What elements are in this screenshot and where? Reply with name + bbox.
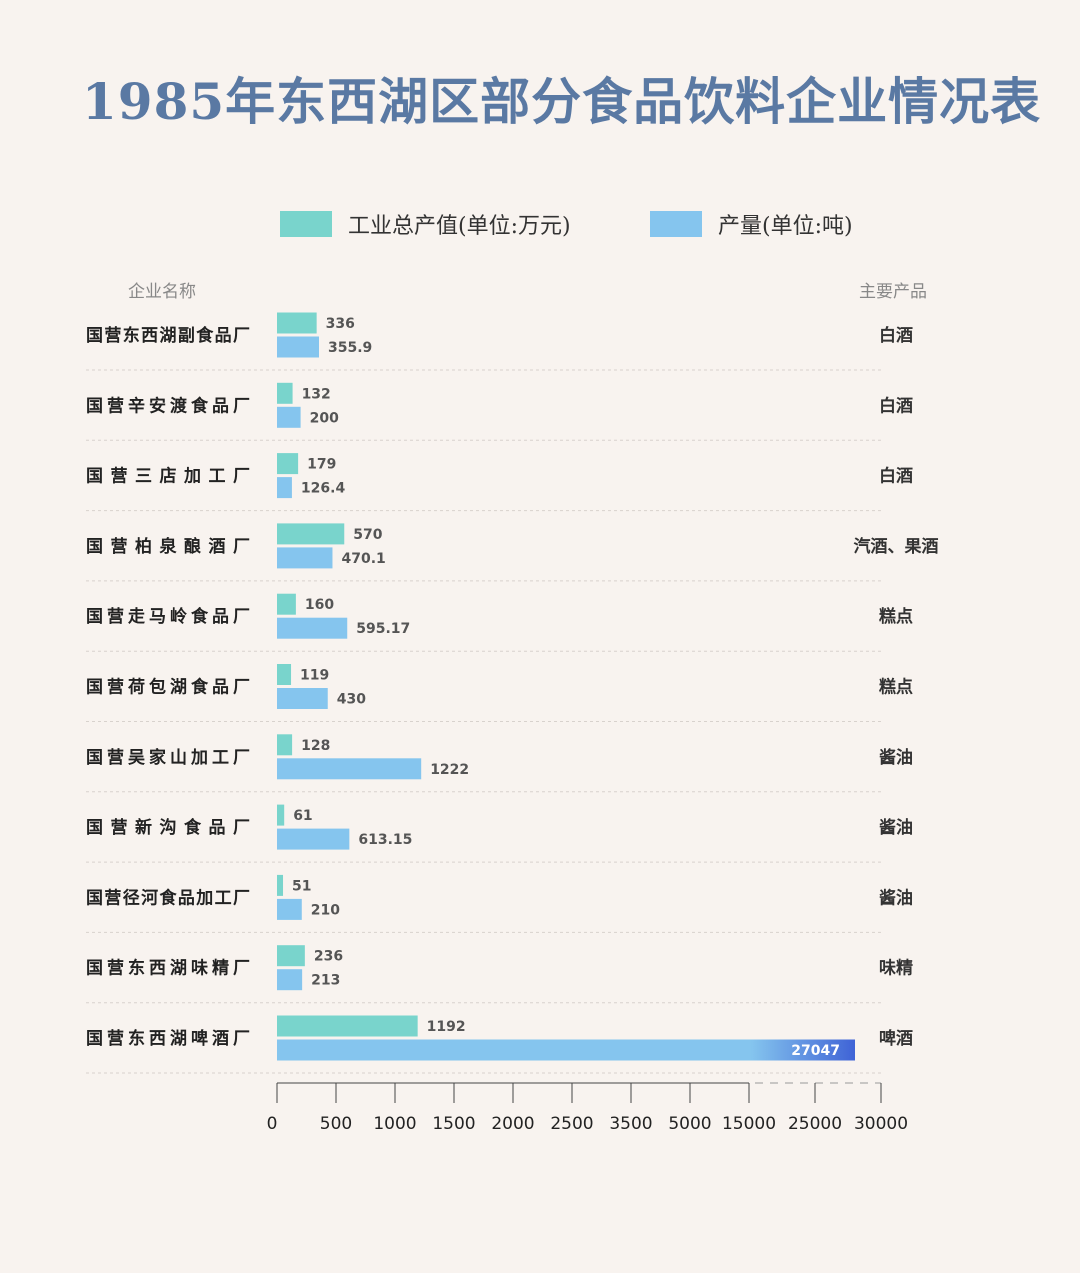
production-label: 213: [311, 973, 340, 989]
product-name: 啤酒: [879, 1028, 913, 1049]
production-bar: [277, 406, 301, 428]
output-value-bar: [277, 593, 296, 615]
x-tick-label: 0: [267, 1114, 278, 1134]
production-label: 27047: [791, 1043, 840, 1059]
company-name: 国营柏泉酿酒厂: [86, 536, 250, 557]
production-label: 430: [337, 692, 366, 708]
legend-label-production: 产量(单位:吨): [718, 214, 853, 239]
product-name: 糕点: [879, 677, 913, 698]
chart-title: 1985年东西湖区部分食品饮料企业情况表: [82, 72, 1042, 131]
output-value-label: 236: [314, 949, 343, 965]
legend-item-output-value: 工业总产值(单位:万元): [280, 208, 571, 240]
x-tick-label: 2000: [491, 1114, 534, 1134]
x-tick-label: 1500: [432, 1114, 475, 1134]
product-name: 白酒: [879, 325, 913, 346]
product-name: 汽酒、果酒: [854, 536, 939, 557]
production-label: 355.9: [328, 340, 372, 356]
product-name: 酱油: [879, 817, 913, 838]
output-value-label: 570: [353, 527, 382, 543]
output-value-bar: [277, 453, 299, 475]
output-value-label: 132: [302, 386, 331, 402]
output-value-label: 160: [305, 597, 334, 613]
output-value-bar: [277, 734, 293, 756]
product-column-header: 主要产品: [859, 282, 927, 302]
product-name: 白酒: [879, 466, 913, 487]
output-value-bar: [277, 804, 285, 826]
company-name: 国营新沟食品厂: [86, 817, 250, 838]
product-name: 酱油: [879, 747, 913, 768]
production-label: 210: [311, 902, 340, 918]
production-bar: [277, 969, 303, 991]
legend-swatch-production: [650, 211, 702, 237]
output-value-label: 119: [300, 668, 329, 684]
production-label: 470.1: [341, 551, 385, 567]
output-value-bar: [277, 664, 292, 685]
product-name: 酱油: [879, 887, 913, 908]
company-name: 国营东西湖副食品厂: [86, 325, 250, 346]
production-label: 595.17: [356, 621, 410, 637]
company-name: 国营东西湖味精厂: [86, 958, 250, 979]
production-bar: [277, 336, 319, 358]
x-tick-label: 3500: [609, 1114, 652, 1134]
output-value-label: 128: [301, 738, 330, 754]
company-name: 国营吴家山加工厂: [86, 747, 250, 768]
output-value-bar: [277, 382, 293, 404]
output-value-bar: [277, 1015, 418, 1037]
production-bar: [277, 617, 348, 639]
x-tick-label: 30000: [854, 1114, 908, 1134]
product-name: 糕点: [879, 606, 913, 627]
output-value-label: 61: [293, 808, 312, 824]
output-value-bar: [277, 945, 305, 967]
company-name: 国营荷包湖食品厂: [86, 677, 250, 698]
production-label: 1222: [430, 762, 469, 778]
x-tick-label: 500: [320, 1114, 352, 1134]
output-value-label: 1192: [427, 1019, 466, 1035]
production-bar: [277, 477, 292, 499]
production-bar: [277, 758, 422, 780]
company-name: 国营三店加工厂: [86, 466, 250, 487]
output-value-label: 51: [292, 878, 311, 894]
legend-swatch-output-value: [280, 211, 332, 237]
company-column-header: 企业名称: [128, 282, 196, 302]
production-bar: [277, 1039, 855, 1061]
x-tick-label: 1000: [373, 1114, 416, 1134]
production-label: 200: [310, 410, 339, 426]
x-tick-label: 15000: [722, 1114, 776, 1134]
production-bar: [277, 547, 333, 569]
production-bar: [277, 898, 302, 920]
company-name: 国营径河食品加工厂: [86, 887, 250, 908]
x-tick-label: 2500: [550, 1114, 593, 1134]
product-name: 白酒: [879, 395, 913, 416]
production-label: 126.4: [301, 481, 346, 497]
production-bar: [277, 688, 328, 709]
product-name: 味精: [879, 958, 913, 979]
company-name: 国营走马岭食品厂: [86, 606, 250, 627]
x-tick-label: 25000: [788, 1114, 842, 1134]
legend-label-output-value: 工业总产值(单位:万元): [348, 214, 571, 239]
x-tick-label: 5000: [668, 1114, 711, 1134]
output-value-label: 336: [326, 316, 355, 332]
output-value-bar: [277, 874, 284, 896]
company-name: 国营辛安渡食品厂: [86, 395, 250, 416]
company-name: 国营东西湖啤酒厂: [86, 1028, 250, 1049]
production-label: 613.15: [358, 832, 412, 848]
legend-item-production: 产量(单位:吨): [650, 208, 853, 240]
output-value-bar: [277, 523, 345, 545]
output-value-label: 179: [307, 457, 336, 473]
production-bar: [277, 828, 350, 850]
output-value-bar: [277, 312, 317, 334]
